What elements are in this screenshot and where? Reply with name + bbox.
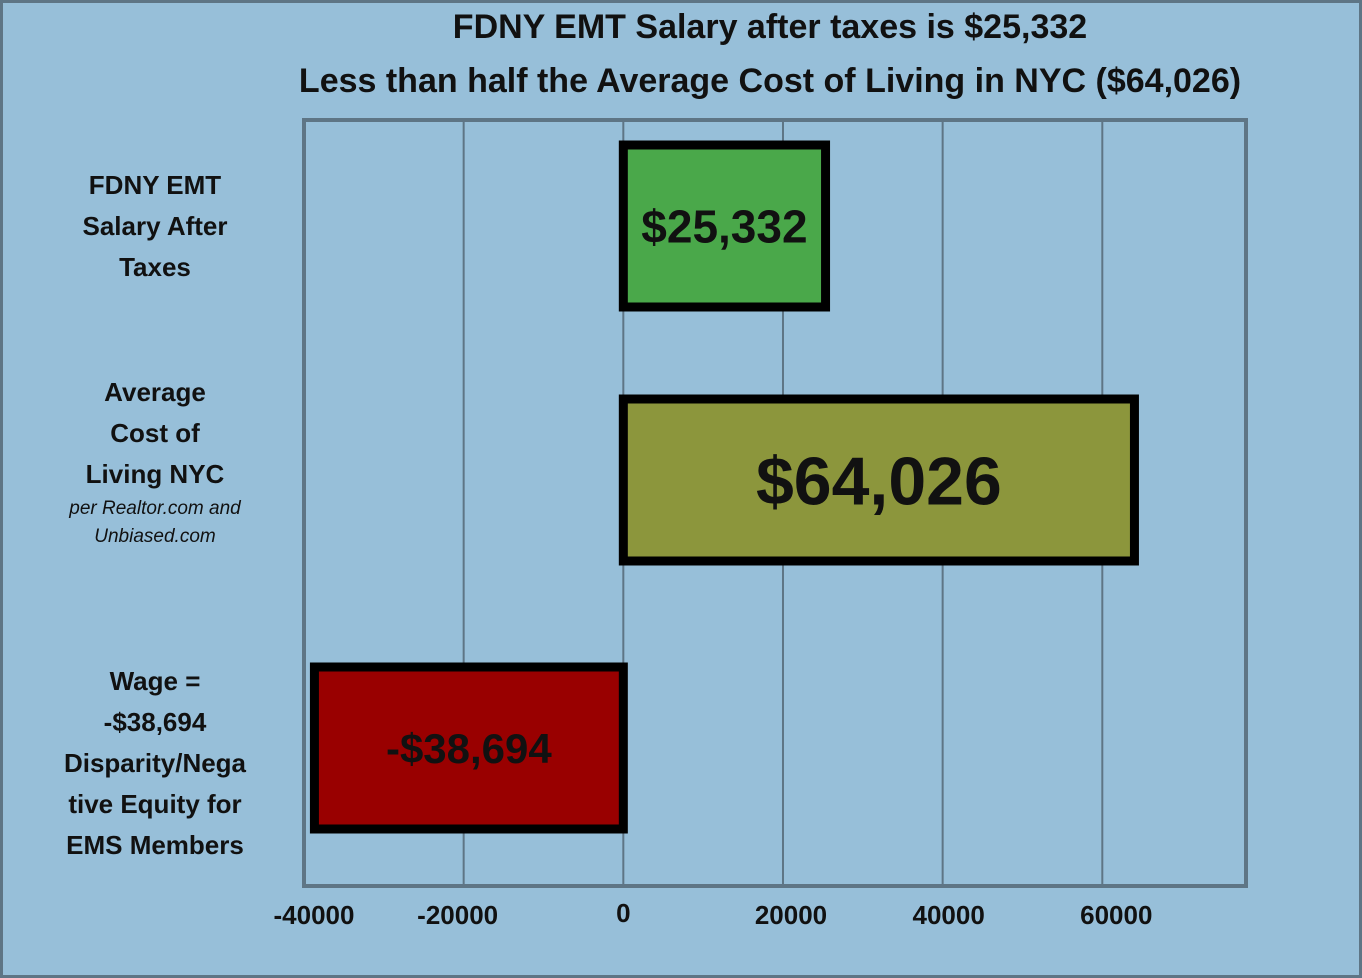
category-label-line: FDNY EMT — [88, 170, 222, 200]
category-label-line: Cost of — [110, 418, 200, 448]
category-label-line: -$38,694 — [103, 707, 207, 737]
bar-2 — [309, 662, 628, 834]
category-label-line: tive Equity for — [68, 789, 242, 819]
x-tick-label: 60000 — [1080, 900, 1153, 930]
bar-1 — [618, 394, 1139, 566]
chart-title: FDNY EMT Salary after taxes is $25,332 — [452, 8, 1088, 46]
category-label-line: Disparity/Nega — [63, 748, 247, 778]
data-label-1: $64,026 — [756, 443, 1002, 519]
x-tick-label: 20000 — [754, 900, 828, 930]
category-label-line: Living NYC — [85, 459, 225, 489]
category-label-2: Wage = -$38,694 Disparity/Nega tive Equity … — [30, 661, 280, 866]
x-tick-label: -40000 — [273, 900, 355, 930]
chart-subtitle: Less than half the Average Cost of Livin… — [298, 62, 1242, 100]
category-label-line: Average — [104, 377, 206, 407]
x-tick-label: 40000 — [912, 900, 985, 930]
data-label-0: $25,332 — [641, 201, 807, 253]
category-label-0: FDNY EMT Salary After Taxes — [30, 165, 280, 288]
category-label-1: Average Cost of Living NYC per Realtor.com … — [30, 372, 280, 551]
category-label-line: EMS Members — [66, 830, 244, 860]
x-tick-label: 0 — [616, 898, 631, 928]
bar-0 — [618, 140, 831, 312]
plot-border — [302, 118, 1248, 888]
category-label-line: Taxes — [119, 252, 191, 282]
x-tick-label: -20000 — [417, 900, 499, 930]
source-note-line: per Realtor.com and — [69, 498, 241, 519]
category-label-line: Salary After — [82, 211, 228, 241]
source-note-line: Unbiased.com — [94, 526, 216, 547]
category-label-line: Wage = — [109, 666, 201, 696]
data-label-2: -$38,694 — [386, 725, 552, 772]
